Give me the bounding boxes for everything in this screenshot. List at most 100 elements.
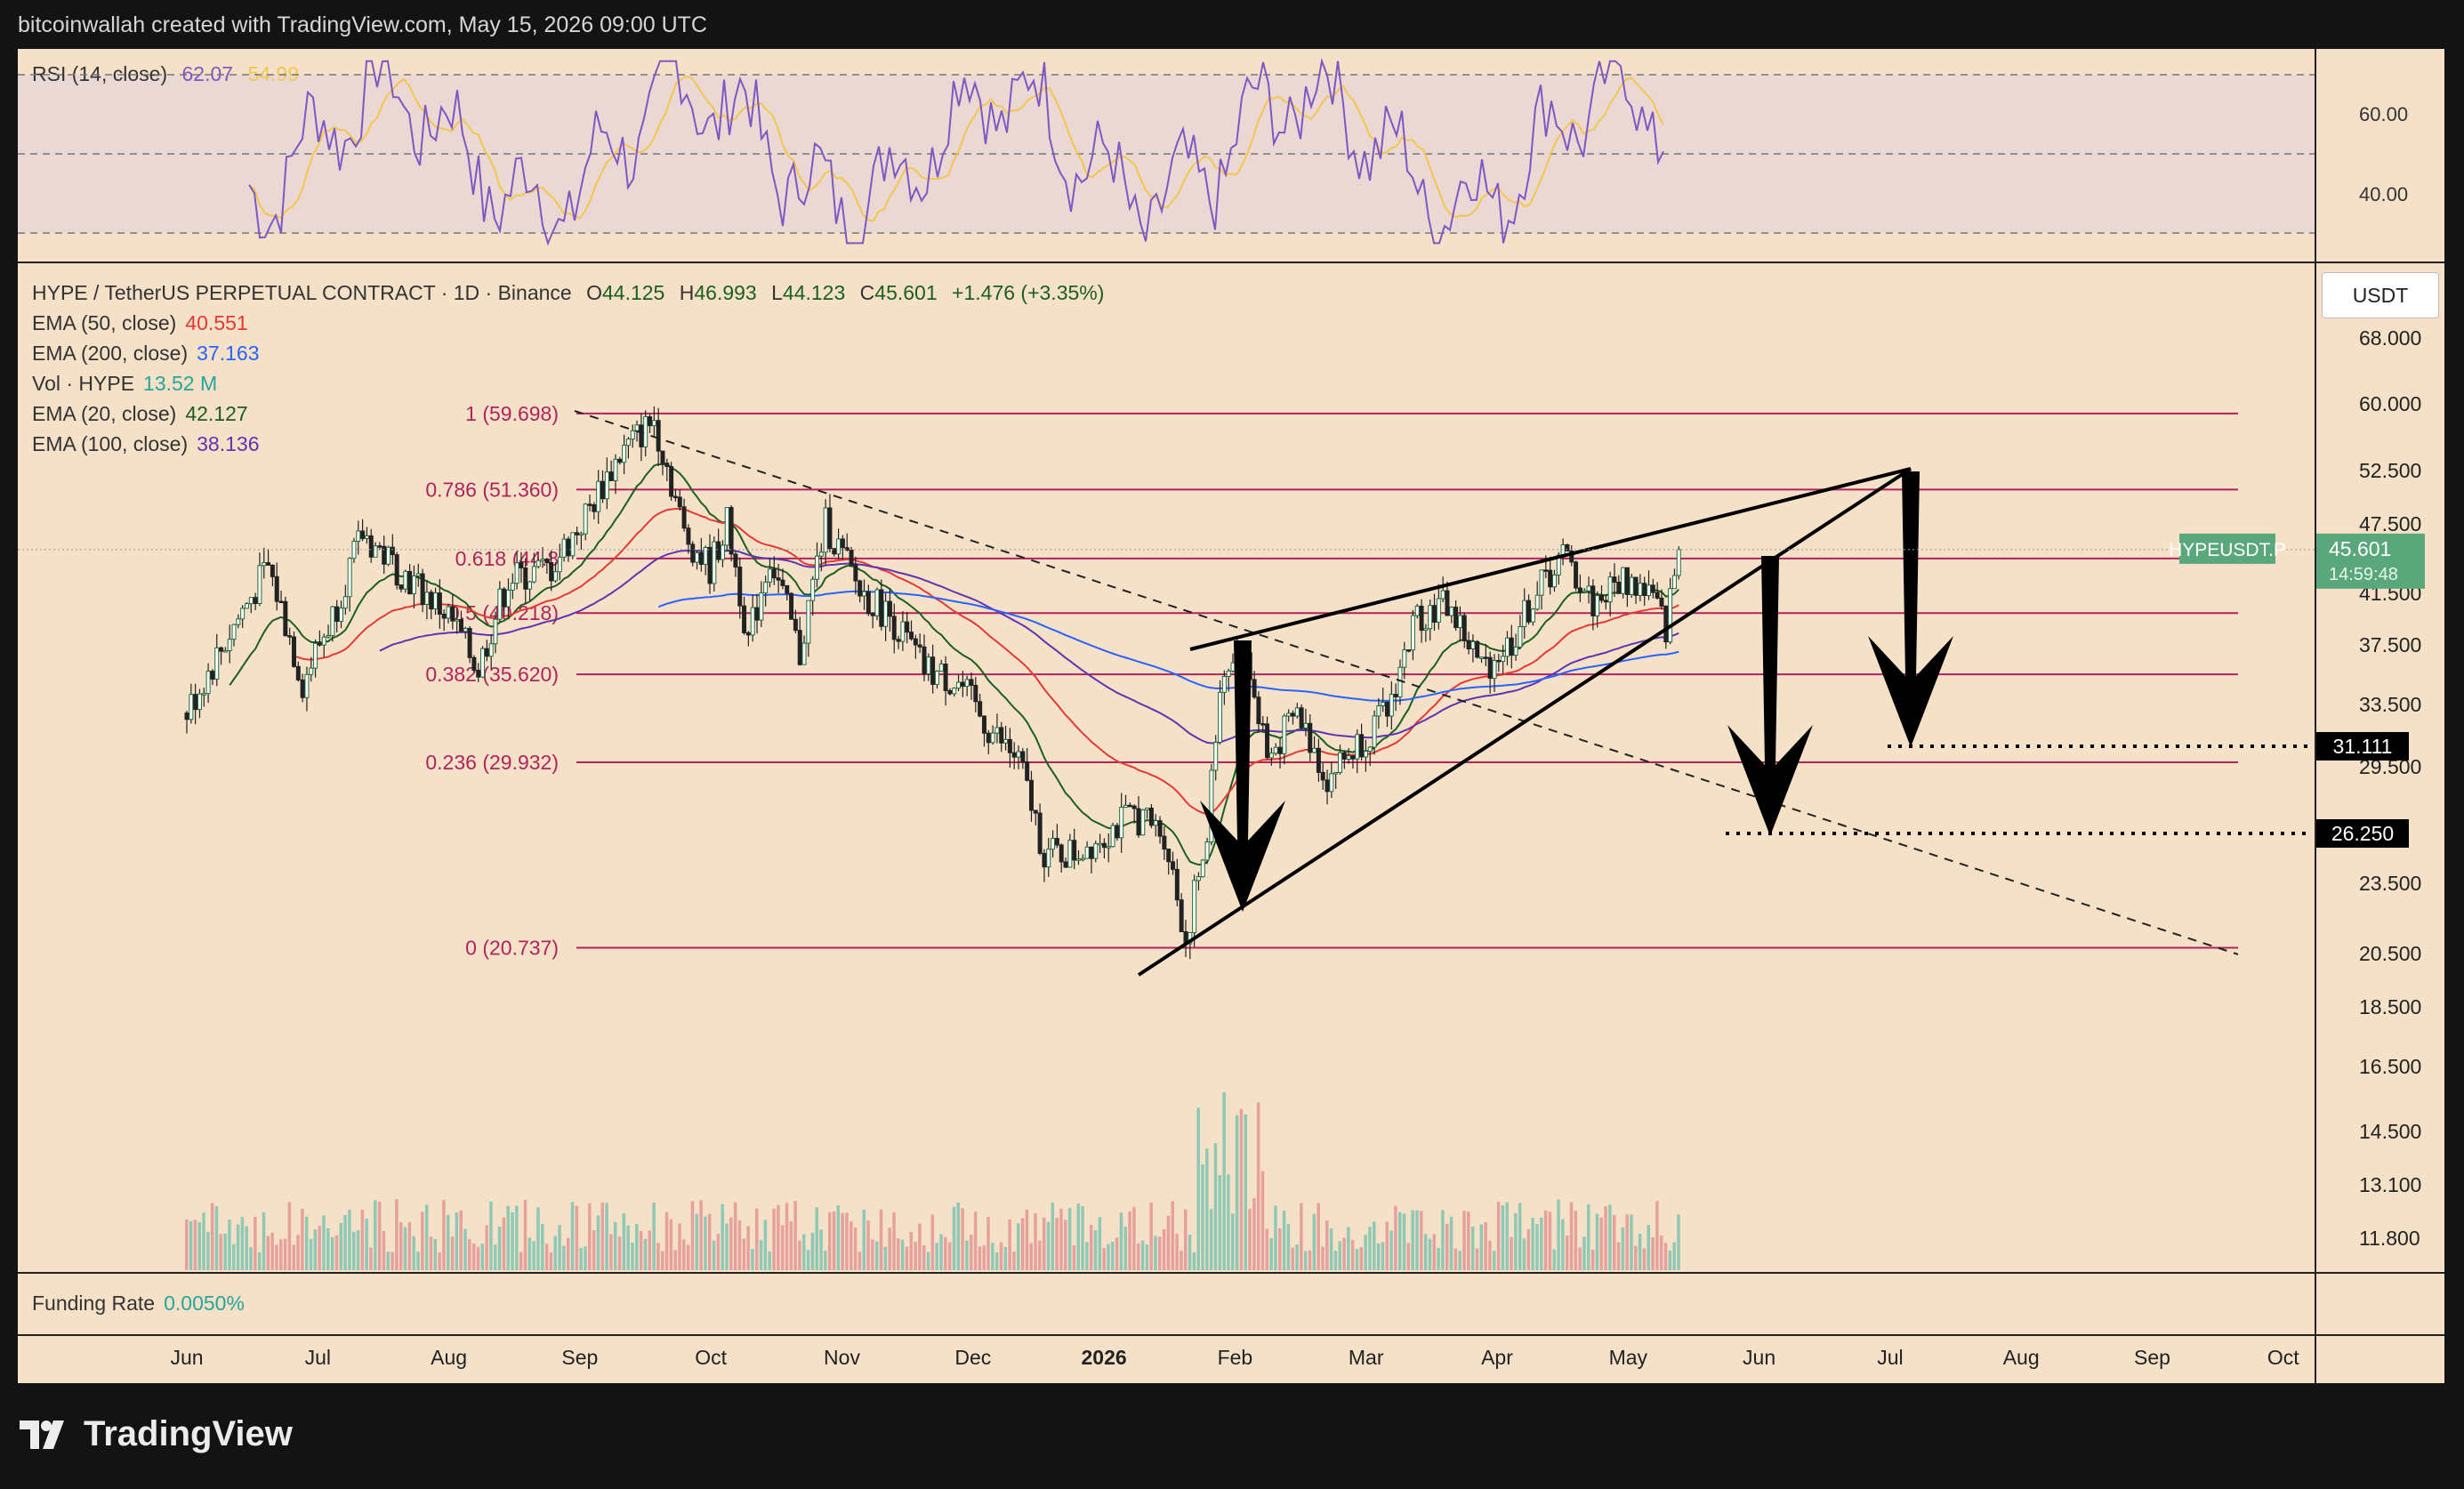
- currency-button[interactable]: USDT: [2322, 272, 2439, 318]
- candle-body: [742, 605, 747, 633]
- volume-bar: [1397, 1211, 1402, 1270]
- volume-bar: [1278, 1228, 1282, 1270]
- volume-bar: [1145, 1244, 1149, 1270]
- rsi-value: 62.07: [181, 62, 234, 85]
- volume-bar: [1479, 1224, 1484, 1270]
- candle-body: [879, 589, 884, 627]
- candle-body: [1650, 584, 1655, 593]
- volume-bar: [1672, 1242, 1676, 1270]
- volume-bar: [961, 1208, 964, 1270]
- volume-bar: [871, 1239, 874, 1270]
- volume-bar: [1616, 1242, 1621, 1270]
- volume-bar: [656, 1243, 660, 1270]
- fib-level-label: 0.236 (29.932): [425, 751, 559, 774]
- candle-body: [1312, 747, 1317, 753]
- candle-body: [1642, 583, 1647, 597]
- volume-bar: [1158, 1236, 1162, 1270]
- volume-bar: [275, 1244, 278, 1270]
- volume-bar: [1510, 1236, 1513, 1270]
- candle-body: [1385, 701, 1390, 717]
- volume-bar: [930, 1214, 935, 1270]
- volume-bar: [1642, 1248, 1647, 1270]
- indicator-volume: Vol · HYPE 13.52 M: [32, 372, 218, 395]
- fib-level-label: 0 (20.737): [465, 936, 559, 959]
- volume-bar: [532, 1241, 535, 1270]
- candle-body: [236, 618, 241, 625]
- candle-body: [917, 644, 922, 648]
- candle-body: [771, 568, 777, 579]
- candle-body: [527, 581, 533, 590]
- candle-body: [986, 732, 991, 744]
- volume-bar: [1132, 1206, 1136, 1270]
- candle-body: [356, 530, 361, 543]
- volume-bar: [1604, 1206, 1607, 1270]
- volume-bar: [214, 1206, 219, 1270]
- volume-bar: [245, 1226, 248, 1270]
- volume-bar: [544, 1244, 549, 1270]
- volume-bar: [1213, 1143, 1218, 1270]
- volume-bar: [197, 1221, 201, 1270]
- funding-divider: [18, 1334, 2444, 1336]
- y-axis-tick-label: 52.500: [2359, 459, 2421, 482]
- candle-body: [1286, 712, 1292, 717]
- candle-body: [1218, 691, 1223, 744]
- volume-bar: [1274, 1205, 1277, 1270]
- candle-body: [488, 643, 494, 657]
- volume-bar: [678, 1223, 681, 1270]
- volume-bar: [819, 1229, 823, 1270]
- candle-body: [386, 546, 391, 565]
- candle-body: [1162, 835, 1167, 850]
- volume-bar: [1093, 1229, 1098, 1270]
- volume-bar: [447, 1214, 450, 1270]
- volume-bar: [1569, 1202, 1574, 1270]
- volume-bar: [1501, 1204, 1505, 1270]
- volume-bar: [257, 1252, 262, 1270]
- volume-bar: [395, 1199, 399, 1270]
- candle-body: [309, 667, 314, 675]
- candle-body: [978, 701, 983, 717]
- candle-body: [853, 564, 858, 582]
- candle-body: [300, 679, 305, 698]
- candle-body: [1196, 876, 1201, 881]
- volume-bar: [1046, 1221, 1051, 1270]
- ohlc-change: +1.476 (+3.35%): [952, 281, 1105, 304]
- candle-body: [1534, 594, 1540, 610]
- candle-body: [1496, 659, 1502, 663]
- breakdown-arrow-past: [1200, 640, 1285, 912]
- candle-body: [814, 555, 819, 580]
- candle-body: [1372, 715, 1377, 748]
- volume-bar: [1389, 1230, 1393, 1270]
- volume-bar: [527, 1237, 532, 1270]
- volume-bar: [806, 1250, 810, 1270]
- volume-bar: [1621, 1227, 1625, 1270]
- volume-bar: [502, 1217, 506, 1270]
- volume-bar: [793, 1201, 797, 1270]
- candle-body: [1209, 769, 1214, 843]
- candle-body: [823, 507, 828, 553]
- volume-bar: [1535, 1224, 1539, 1270]
- x-axis-tick-label: Jun: [170, 1346, 203, 1369]
- volume-bar: [768, 1251, 771, 1270]
- candle-body: [840, 538, 845, 549]
- candle-body: [1598, 595, 1604, 601]
- y-axis-tick-label: 60.000: [2359, 392, 2421, 415]
- volume-bar: [1136, 1243, 1140, 1270]
- volume-bar: [888, 1227, 891, 1270]
- candle-body: [695, 551, 700, 563]
- target-price-label: 26.250: [2331, 822, 2394, 845]
- y-axis-tick-label: 20.500: [2359, 942, 2421, 965]
- rsi-ma-value: 54.99: [247, 62, 300, 85]
- candle-body: [1115, 825, 1120, 839]
- volume-bar: [365, 1219, 368, 1270]
- candle-body: [1294, 707, 1300, 717]
- candle-body: [227, 639, 232, 652]
- tradingview-logo[interactable]: TradingView: [20, 1414, 293, 1454]
- candle-body: [248, 597, 254, 605]
- volume-bar: [1561, 1219, 1565, 1270]
- volume-bar: [219, 1234, 223, 1270]
- volume-bar: [918, 1223, 922, 1270]
- candle-body: [467, 628, 472, 658]
- volume-bar: [1098, 1217, 1102, 1270]
- volume-bar: [471, 1243, 476, 1270]
- volume-bar: [1115, 1237, 1119, 1270]
